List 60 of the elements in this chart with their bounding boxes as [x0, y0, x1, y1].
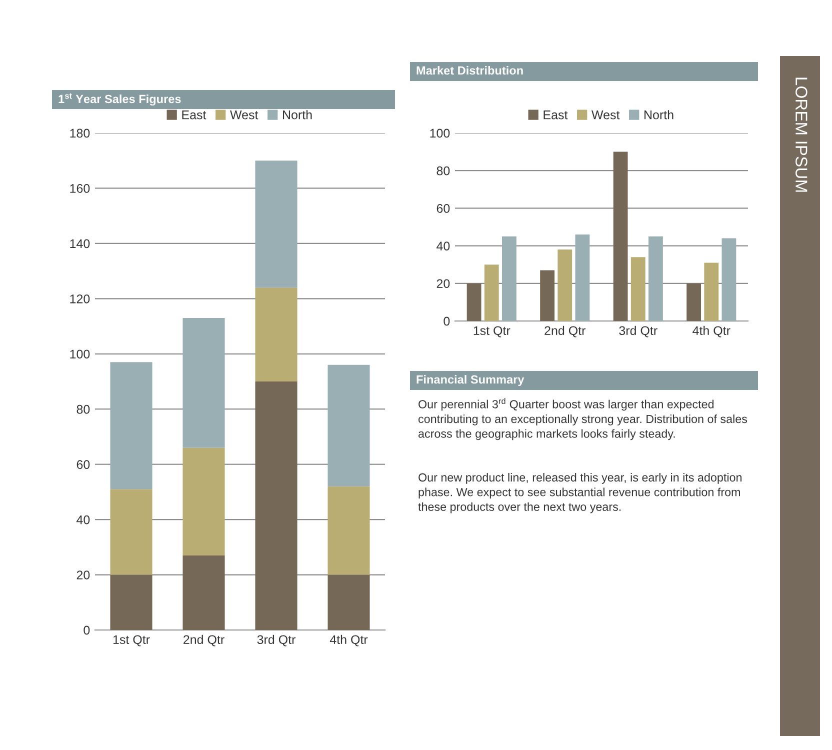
bar [558, 250, 572, 321]
bar [255, 288, 298, 382]
x-tick-label: 4th Qtr [330, 634, 368, 646]
legend-label: West [592, 110, 620, 120]
chart-title: 1$^{st}$ Year Sales Figures [58, 93, 181, 106]
bar [182, 318, 225, 448]
y-tick-label: 40 [436, 242, 450, 250]
bar [182, 555, 225, 630]
bar [328, 364, 370, 486]
y-tick-label: 60 [76, 460, 90, 469]
y-tick-label: 0 [84, 626, 90, 635]
bar [575, 234, 590, 321]
text: LOREM IPSUM [796, 78, 808, 192]
x-tick-label: 3rd Qtr [619, 326, 658, 338]
x-tick-label: 1st Qtr [113, 635, 150, 646]
text: Our new product line, released this year, is early in its adoption phase. We expect to see substantial revenue contribution from these products over the next two years. [418, 473, 742, 514]
y-tick-label: 60 [436, 204, 450, 213]
x-tick-label: 1st Qtr [474, 326, 510, 338]
bar [704, 262, 719, 321]
legend-label: East [544, 110, 568, 120]
y-tick-label: 80 [76, 404, 90, 414]
bar [110, 362, 152, 490]
bar [484, 264, 499, 321]
bar [328, 574, 370, 630]
bar [255, 160, 298, 288]
bar [110, 574, 152, 630]
y-tick-label: 160 [70, 184, 90, 193]
y-tick-label: 120 [70, 294, 90, 304]
text: Financial Summary [416, 374, 524, 386]
legend-label: West [230, 110, 258, 120]
bar [182, 448, 225, 556]
bar [686, 283, 702, 321]
bar [502, 236, 516, 321]
y-tick-label: 100 [430, 128, 450, 138]
y-tick-label: 100 [70, 350, 90, 359]
bar [630, 257, 646, 321]
x-tick-label: 3rd Qtr [257, 634, 296, 646]
y-tick-label: 180 [70, 128, 90, 138]
y-tick-label: 20 [436, 279, 450, 288]
y-tick-label: 80 [436, 166, 450, 176]
x-tick-label: 2nd Qtr [544, 326, 586, 338]
bar [648, 236, 663, 321]
x-tick-label: 2nd Qtr [184, 634, 224, 646]
y-tick-label: 20 [76, 570, 90, 580]
bar [722, 238, 736, 321]
bar [255, 382, 298, 630]
legend-label: North [283, 110, 312, 120]
legend-label: North [644, 110, 674, 120]
bar [466, 283, 482, 321]
legend-label: East [182, 110, 206, 120]
text: Our perennial 3$^{rd}$ Quarter boost was larger than expected contributing to an exceptionally strong year. Distribution of sales across the geographic markets looks fairly steady. [418, 398, 748, 440]
y-tick-label: 0 [444, 316, 450, 326]
bar [328, 486, 370, 575]
y-tick-label: 140 [70, 239, 90, 248]
bar [613, 152, 628, 321]
x-tick-label: 4th Qtr [692, 326, 730, 338]
bar [110, 489, 152, 575]
bar [540, 270, 555, 321]
y-tick-label: 40 [76, 515, 90, 524]
chart-title: Market Distribution [416, 66, 523, 75]
